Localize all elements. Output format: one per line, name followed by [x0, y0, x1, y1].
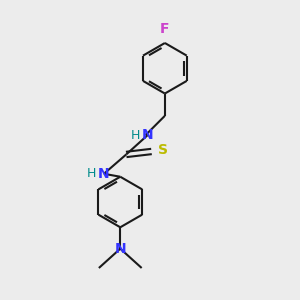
Text: N: N [98, 167, 110, 181]
Text: F: F [160, 22, 170, 37]
Text: H: H [130, 129, 140, 142]
Text: H: H [87, 167, 96, 180]
Text: N: N [142, 128, 153, 142]
Text: N: N [115, 242, 126, 256]
Text: S: S [158, 143, 168, 157]
